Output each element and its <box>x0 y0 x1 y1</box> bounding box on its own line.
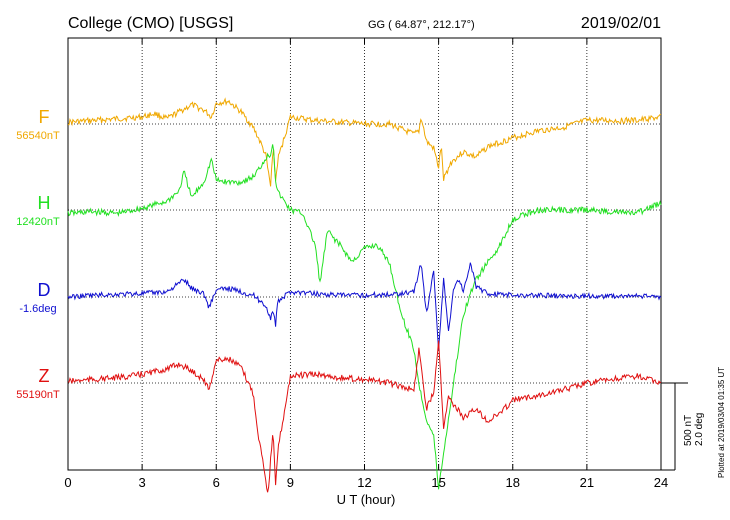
x-tick-label-1: 3 <box>139 475 146 490</box>
x-tick-label-8: 24 <box>654 475 668 490</box>
plotted-timestamp: Plotted at 2019/03/04 01:35 UT <box>717 367 726 478</box>
station-title: College (CMO) [USGS] <box>68 15 233 32</box>
series-name-Z: Z <box>39 366 50 386</box>
series-baseline-label-Z: 55190nT <box>16 389 60 401</box>
x-tick-label-3: 9 <box>287 475 294 490</box>
grid <box>141 38 588 470</box>
x-tick-label-2: 6 <box>213 475 220 490</box>
x-axis-label: U T (hour) <box>337 492 396 507</box>
station-coords: GG ( 64.87°, 212.17°) <box>368 19 475 31</box>
x-tick-label-0: 0 <box>64 475 71 490</box>
series-line-F <box>67 97 662 187</box>
scale-bar: 500 nT 2.0 deg <box>661 382 705 471</box>
scale-deg-label: 2.0 deg <box>694 413 705 446</box>
x-tick-label-7: 21 <box>580 475 594 490</box>
series-line-H <box>67 144 662 490</box>
series-line-Z <box>67 340 662 493</box>
x-tick-label-6: 18 <box>506 475 520 490</box>
series-labels: F 56540nT H 12420nT D -1.6deg Z 55190nT <box>16 107 60 401</box>
series-baseline-label-D: -1.6deg <box>19 303 56 315</box>
plot-date: 2019/02/01 <box>581 15 661 32</box>
series-line-D <box>67 262 662 351</box>
series-baseline-label-H: 12420nT <box>16 216 60 228</box>
series-name-H: H <box>38 193 51 213</box>
series-lines <box>67 97 662 493</box>
x-axis-ticks: 0 3 6 9 12 15 18 21 24 <box>64 38 668 490</box>
x-tick-label-5: 15 <box>431 475 445 490</box>
series-name-D: D <box>38 280 51 300</box>
series-baseline-label-F: 56540nT <box>16 130 60 142</box>
scale-nt-label: 500 nT <box>683 415 694 446</box>
x-tick-label-4: 12 <box>357 475 371 490</box>
series-name-F: F <box>39 107 50 127</box>
